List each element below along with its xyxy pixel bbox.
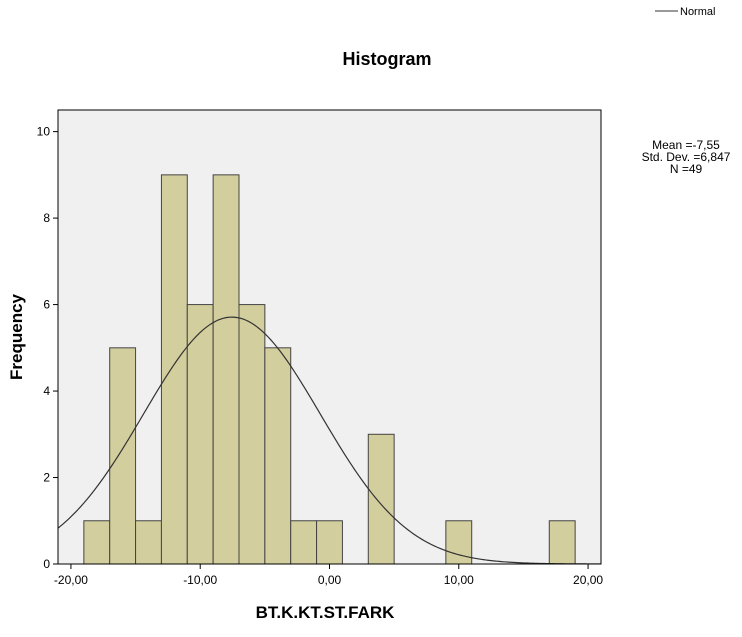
y-tick-label-4: 8 <box>43 211 50 225</box>
legend-normal-label: Normal <box>680 6 715 18</box>
histogram-bar-3 <box>160 174 188 565</box>
y-ticks-layer: 0 2 4 6 8 10 <box>37 125 58 571</box>
stats-std-dev: Std. Dev. =6,847 <box>642 150 731 164</box>
histogram-bar-0 <box>83 520 111 565</box>
x-tick-label-0: -20,00 <box>54 573 88 587</box>
stats-n: N =49 <box>670 162 703 176</box>
plot-area <box>57 109 602 565</box>
y-tick-label-0: 0 <box>43 557 50 571</box>
histogram-bar-5 <box>212 174 240 565</box>
x-tick-label-4: 20,00 <box>573 573 603 587</box>
histogram-bar-1 <box>109 347 137 565</box>
histogram-bar-4 <box>186 304 214 565</box>
histogram-bar-9 <box>316 520 343 565</box>
x-tick-label-1: -10,00 <box>183 573 217 587</box>
histogram-bar-2 <box>135 520 162 565</box>
chart-title: Histogram <box>342 49 431 69</box>
x-axis-label: BT.K.KT.ST.FARK <box>256 603 396 622</box>
x-tick-label-3: 10,00 <box>444 573 474 587</box>
stats-mean: Mean =-7,55 <box>652 138 720 152</box>
y-tick-label-5: 10 <box>37 125 51 139</box>
x-tick-label-2: 0,00 <box>318 573 342 587</box>
legend: Normal <box>655 6 715 18</box>
histogram-bar-18 <box>548 520 576 565</box>
y-tick-label-3: 6 <box>43 298 50 312</box>
bars-layer <box>83 174 576 565</box>
y-tick-label-2: 4 <box>43 384 50 398</box>
histogram-bar-8 <box>290 520 318 565</box>
histogram-bar-7 <box>264 347 292 565</box>
histogram-bar-6 <box>238 304 266 565</box>
y-axis-label: Frequency <box>7 293 26 380</box>
x-ticks-layer: -20,00 -10,00 0,00 10,00 20,00 <box>54 564 603 587</box>
y-tick-label-1: 2 <box>43 471 50 485</box>
stats-box: Mean =-7,55 Std. Dev. =6,847 N =49 <box>642 138 731 176</box>
normal-curve <box>57 316 602 565</box>
histogram-bar-11 <box>367 433 395 565</box>
